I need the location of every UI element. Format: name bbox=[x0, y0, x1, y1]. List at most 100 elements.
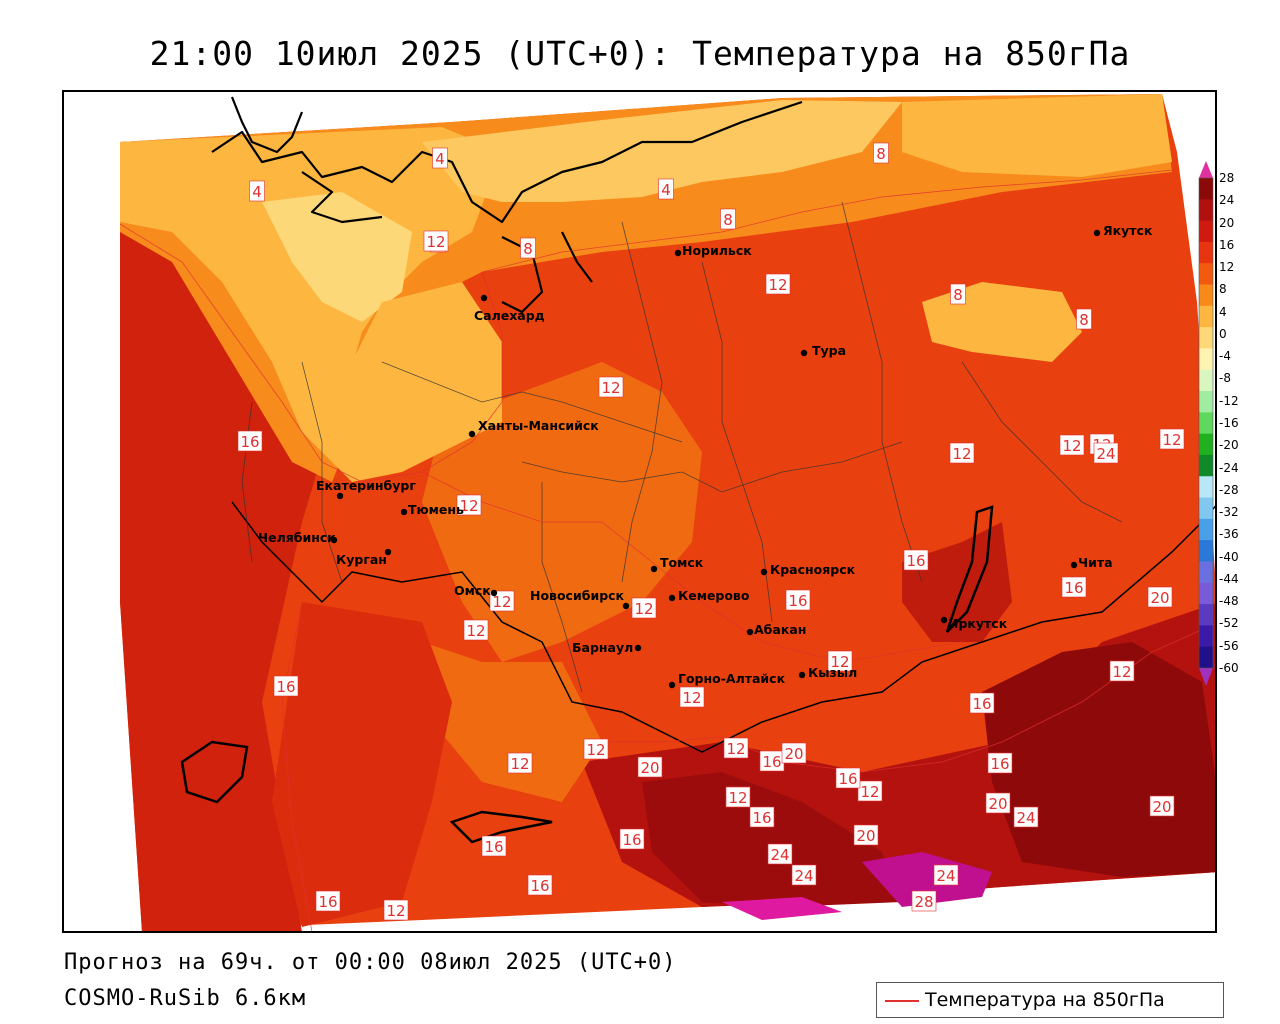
isotherm-value-label: 16 bbox=[749, 806, 775, 828]
isotherm-label-text: 12 bbox=[426, 233, 445, 251]
map-area: 8448484128812121212121612121612121616161… bbox=[62, 90, 1217, 933]
isotherm-label-box bbox=[1013, 806, 1039, 828]
isotherm-value-label: 24 bbox=[791, 864, 817, 886]
isotherm-label-box bbox=[873, 142, 889, 164]
isotherm-label-text: 12 bbox=[1112, 663, 1131, 681]
isotherm-value-label: 16 bbox=[987, 752, 1013, 774]
isotherm-value-label: 12 bbox=[489, 590, 515, 612]
city-dot bbox=[800, 349, 808, 357]
isotherm-label-text: 20 bbox=[1152, 798, 1171, 816]
city-label: Курган bbox=[336, 552, 387, 567]
colorbar-swatch bbox=[1199, 327, 1213, 349]
city-dot bbox=[746, 628, 754, 636]
isotherm-value-label: 8 bbox=[1076, 308, 1092, 330]
isotherm-value-label: 12 bbox=[583, 738, 609, 760]
isotherm-value-label: 24 bbox=[933, 864, 959, 886]
isotherm-labels: 8448484128812121212121612121612121616161… bbox=[237, 142, 1185, 921]
isotherm-value-label: 28 bbox=[911, 890, 937, 912]
moderate-zone-central bbox=[422, 362, 702, 662]
city-dot bbox=[330, 536, 338, 544]
colorbar-tick-label: -20 bbox=[1219, 438, 1239, 453]
isotherm-label-box bbox=[1061, 576, 1087, 598]
isotherm-value-label: 12 bbox=[725, 786, 751, 808]
colorbar-swatch bbox=[1199, 476, 1213, 499]
colorbar-tick-label: 8 bbox=[1219, 282, 1227, 297]
lake-outlines bbox=[180, 505, 994, 844]
colorbar-tick-label: -12 bbox=[1219, 393, 1239, 408]
colorbar-swatch bbox=[1199, 604, 1213, 626]
colorbar-swatch bbox=[1199, 561, 1213, 584]
isotherm-value-label: 16 bbox=[619, 828, 645, 850]
isotherm-label-box bbox=[765, 273, 791, 295]
isotherm-label-box bbox=[1147, 586, 1173, 608]
city-dot bbox=[798, 671, 806, 679]
region-borders bbox=[241, 201, 1123, 693]
isotherm-value-label: 12 bbox=[679, 686, 705, 708]
colorbar-tick-label: -4 bbox=[1219, 349, 1231, 364]
isotherm-value-label: 12 bbox=[1109, 660, 1135, 682]
warm-zone-baikal bbox=[902, 522, 1012, 642]
hot-core-3 bbox=[862, 852, 992, 907]
cool-zone-northeast bbox=[902, 94, 1172, 177]
isotherm-value-label: 12 bbox=[631, 597, 657, 619]
isotherm-value-label: 20 bbox=[985, 792, 1011, 814]
isotherm-label-box bbox=[1093, 442, 1119, 464]
isotherm-label-box bbox=[1109, 660, 1135, 682]
isotherm-value-label: 12 bbox=[598, 376, 624, 398]
isotherm-label-text: 16 bbox=[1064, 579, 1083, 597]
cool-zone-yamal bbox=[120, 127, 502, 452]
isotherm-label-text: 8 bbox=[1079, 311, 1089, 329]
isotherm-label-text: 24 bbox=[794, 867, 813, 885]
isotherm-label-box bbox=[249, 180, 265, 202]
isotherm-label-box bbox=[432, 147, 448, 169]
color-scale-bar bbox=[1198, 161, 1214, 686]
isotherm-label-text: 12 bbox=[726, 740, 745, 758]
colorbar-swatch bbox=[1199, 305, 1213, 328]
colorbar-swatch bbox=[1199, 433, 1213, 456]
isotherm-value-label: 12 bbox=[1159, 428, 1185, 450]
isotherm-label-text: 16 bbox=[762, 753, 781, 771]
isotherm-label-box bbox=[619, 828, 645, 850]
isotherm-label-text: 16 bbox=[530, 877, 549, 895]
isotherm-label-box bbox=[1076, 308, 1092, 330]
city-label: Абакан bbox=[754, 622, 806, 637]
colorbar-swatch bbox=[1199, 263, 1213, 286]
isotherm-label-text: 8 bbox=[876, 145, 886, 163]
colorbar-swatch bbox=[1199, 241, 1213, 264]
isotherm-label-text: 12 bbox=[768, 276, 787, 294]
isotherm-value-label: 16 bbox=[785, 589, 811, 611]
isotherm-label-box bbox=[631, 597, 657, 619]
city-dot bbox=[400, 508, 408, 516]
isotherm-label-text: 28 bbox=[914, 893, 933, 911]
hot-core-4 bbox=[722, 897, 842, 920]
city-dot bbox=[634, 644, 642, 652]
isotherm-label-text: 16 bbox=[838, 770, 857, 788]
city-dot bbox=[650, 565, 658, 573]
isotherm-label-text: 12 bbox=[1162, 431, 1181, 449]
isotherm-label-box bbox=[507, 752, 533, 774]
colorbar-swatch bbox=[1199, 625, 1213, 648]
colorbar-tick-label: -32 bbox=[1219, 505, 1239, 520]
isotherm-label-box bbox=[237, 430, 263, 452]
isotherm-value-label: 20 bbox=[781, 742, 807, 764]
isotherm-label-box bbox=[827, 650, 853, 672]
isotherm-label-box bbox=[679, 686, 705, 708]
colorbar-bottom-arrow bbox=[1199, 668, 1213, 686]
isotherm-value-label: 20 bbox=[637, 756, 663, 778]
isotherm-label-text: 12 bbox=[386, 902, 405, 920]
city-dot bbox=[336, 492, 344, 500]
legend-label: Температура на 850гПа bbox=[925, 989, 1165, 1011]
isotherm-label-box bbox=[781, 742, 807, 764]
isotherm-label-text: 20 bbox=[988, 795, 1007, 813]
isotherm-value-label: 16 bbox=[903, 549, 929, 571]
city-label: Омск bbox=[454, 583, 491, 598]
isotherm-label-text: 16 bbox=[752, 809, 771, 827]
isotherm-label-text: 12 bbox=[682, 689, 701, 707]
isotherm-label-text: 4 bbox=[435, 150, 445, 168]
city-dot bbox=[668, 681, 676, 689]
isotherm-value-label: 12 bbox=[723, 737, 749, 759]
colorbar-tick-label: -60 bbox=[1219, 661, 1239, 675]
isotherm-value-label: 12 bbox=[463, 619, 489, 641]
isotherm-value-label: 16 bbox=[759, 750, 785, 772]
isotherm-label-text: 20 bbox=[640, 759, 659, 777]
